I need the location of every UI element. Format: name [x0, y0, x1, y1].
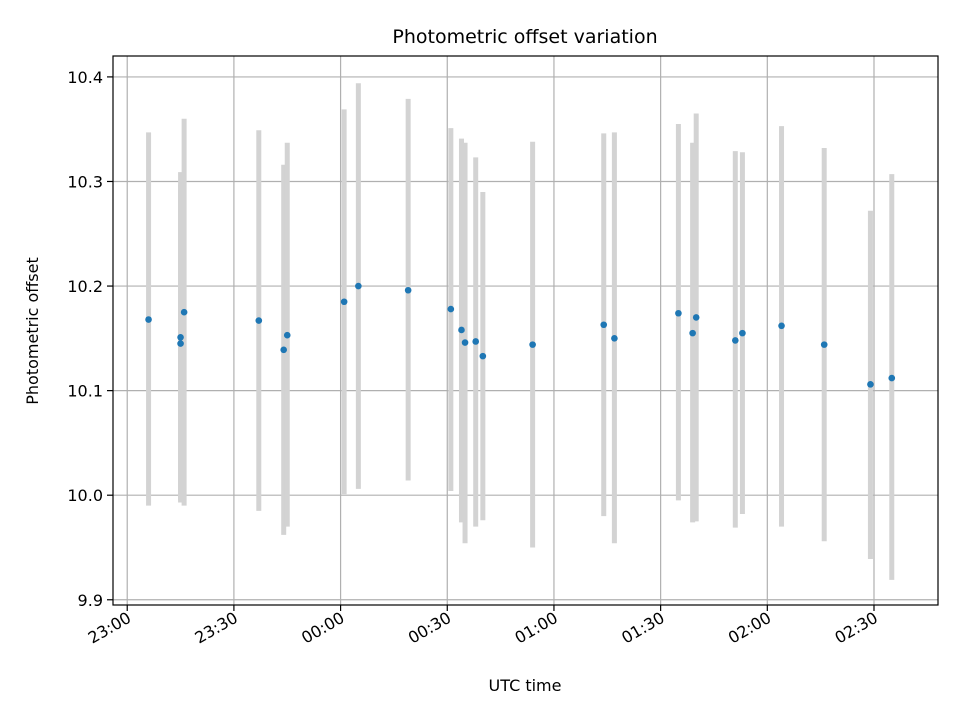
data-point [611, 335, 618, 342]
data-point [732, 337, 739, 344]
data-point [283, 331, 291, 339]
data-point [280, 346, 287, 354]
data-point [778, 322, 785, 330]
x-axis-label: UTC time [489, 676, 562, 695]
data-point [145, 316, 152, 323]
data-point [689, 329, 696, 337]
y-tick-label: 10.1 [67, 382, 103, 401]
data-point [675, 309, 682, 317]
y-axis-label: Photometric offset [23, 257, 42, 405]
data-point [447, 305, 455, 313]
data-point [867, 381, 874, 388]
data-point [177, 333, 184, 341]
data-point [888, 374, 896, 382]
data-point [355, 282, 362, 290]
data-point [404, 286, 412, 294]
data-point [461, 339, 469, 346]
y-tick-label: 10.3 [67, 172, 103, 191]
grid [113, 56, 938, 605]
y-tick-label: 10.0 [67, 486, 103, 505]
y-tick-label: 10.2 [67, 277, 103, 296]
data-point [820, 341, 828, 348]
data-point [479, 352, 487, 360]
y-tick-label: 10.4 [67, 68, 103, 87]
data-point [600, 321, 608, 329]
data-point [177, 340, 184, 347]
data-point [739, 329, 746, 337]
data-point [255, 317, 263, 324]
y-tick-label: 9.9 [78, 591, 103, 610]
data-point [529, 341, 536, 348]
data-point [458, 326, 465, 334]
data-points [145, 282, 896, 388]
data-point [340, 298, 348, 306]
data-point [472, 338, 480, 345]
y-axis: 9.9 10.0 10.1 10.2 10.3 10.4 [67, 68, 113, 610]
plot-frame [112, 55, 939, 606]
chart-title: Photometric offset variation [392, 26, 657, 48]
data-point [180, 308, 188, 316]
data-point [692, 314, 700, 321]
